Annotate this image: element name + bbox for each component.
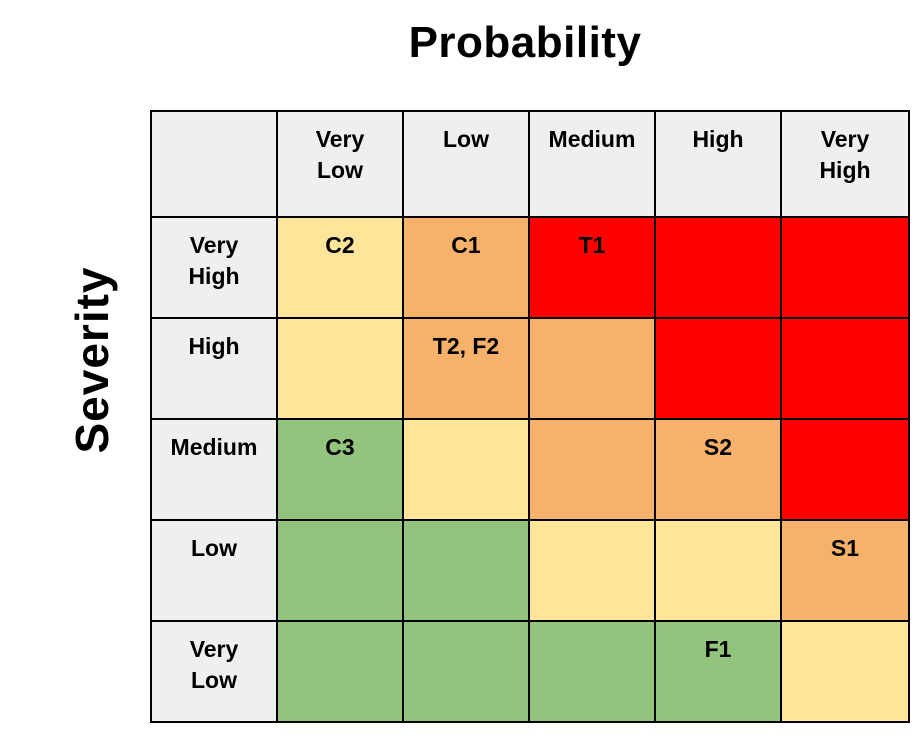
risk-cell	[654, 519, 782, 622]
risk-cell: T2, F2	[402, 317, 530, 420]
severity-row-high: High T2, F2	[150, 317, 910, 420]
risk-cell	[528, 519, 656, 622]
risk-cell	[402, 418, 530, 521]
header-row: Very Low Low Medium High Very High	[150, 110, 910, 218]
risk-cell	[276, 620, 404, 723]
risk-cell	[402, 519, 530, 622]
column-header-high: High	[654, 110, 782, 218]
risk-cell	[402, 620, 530, 723]
row-header-very-high: Very High	[150, 216, 278, 319]
column-header-low: Low	[402, 110, 530, 218]
risk-cell	[654, 216, 782, 319]
column-header-very-high: Very High	[780, 110, 910, 218]
risk-cell	[528, 620, 656, 723]
risk-cell	[528, 418, 656, 521]
severity-row-low: Low S1	[150, 519, 910, 622]
severity-row-very-high: Very High C2 C1 T1	[150, 216, 910, 319]
risk-cell	[276, 317, 404, 420]
severity-axis-title: Severity	[66, 266, 118, 454]
row-header-very-low: Very Low	[150, 620, 278, 723]
risk-cell: S2	[654, 418, 782, 521]
risk-cell: C2	[276, 216, 404, 319]
risk-cell	[780, 216, 910, 319]
corner-cell	[150, 110, 278, 218]
row-header-medium: Medium	[150, 418, 278, 521]
risk-matrix: Very Low Low Medium High Very High Very …	[150, 110, 910, 723]
risk-cell	[780, 317, 910, 420]
risk-cell	[780, 418, 910, 521]
risk-cell	[654, 317, 782, 420]
risk-cell: C3	[276, 418, 404, 521]
column-header-very-low: Very Low	[276, 110, 404, 218]
risk-cell	[276, 519, 404, 622]
risk-cell: C1	[402, 216, 530, 319]
row-header-high: High	[150, 317, 278, 420]
severity-row-very-low: Very Low F1	[150, 620, 910, 723]
row-header-low: Low	[150, 519, 278, 622]
risk-cell: T1	[528, 216, 656, 319]
risk-cell: F1	[654, 620, 782, 723]
column-header-medium: Medium	[528, 110, 656, 218]
risk-cell: S1	[780, 519, 910, 622]
severity-row-medium: Medium C3 S2	[150, 418, 910, 521]
risk-cell	[780, 620, 910, 723]
probability-axis-title: Probability	[408, 18, 642, 67]
risk-cell	[528, 317, 656, 420]
